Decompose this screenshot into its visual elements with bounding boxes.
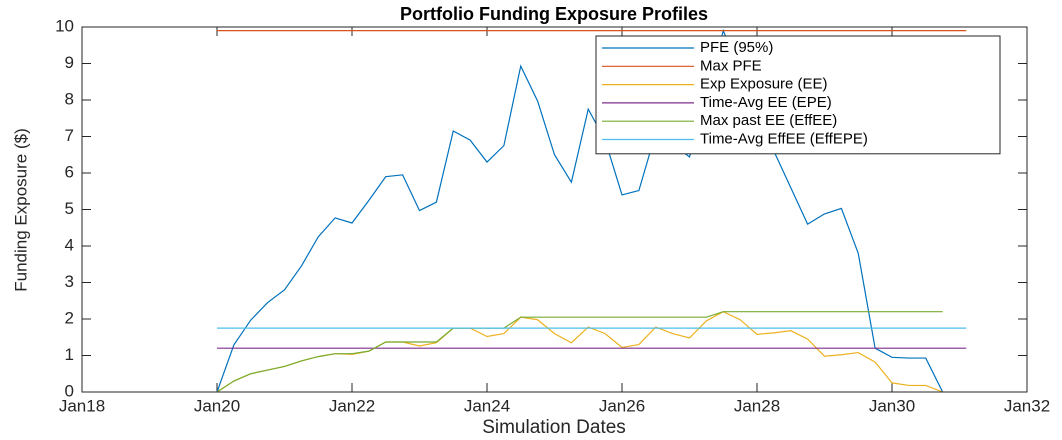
legend-label: Time-Avg EE (EPE) [700, 94, 832, 111]
y-tick-label: 8 [65, 89, 74, 108]
legend-label: PFE (95%) [700, 39, 773, 56]
y-tick-label: 3 [65, 272, 74, 291]
y-tick-label: 9 [65, 53, 74, 72]
y-tick-label: 5 [65, 199, 74, 218]
y-tick-label: 6 [65, 162, 74, 181]
series-line [216, 28, 944, 393]
legend-label: Time-Avg EffEE (EffEPE) [700, 130, 868, 147]
x-tick-label: Jan28 [734, 396, 780, 415]
plot-frame [81, 26, 1028, 393]
y-tick-label: 2 [65, 308, 74, 327]
x-tick-label: Jan20 [194, 396, 240, 415]
chart-title: Portfolio Funding Exposure Profiles [400, 4, 708, 24]
legend-label: Exp Exposure (EE) [700, 76, 828, 93]
legend-label: Max past EE (EffEE) [700, 112, 837, 129]
y-tick-label: 10 [55, 16, 74, 35]
x-tick-label: Jan24 [464, 396, 510, 415]
series-line [216, 311, 943, 393]
y-tick-label: 7 [65, 126, 74, 145]
x-tick-label: Jan30 [869, 396, 915, 415]
y-tick-label: 4 [65, 235, 74, 254]
legend-label: Max PFE [700, 57, 762, 74]
legend-box [595, 35, 1001, 155]
y-axis-label: Funding Exposure ($) [11, 128, 30, 291]
y-tick-label: 0 [65, 381, 74, 400]
x-axis-label: Simulation Dates [482, 417, 626, 438]
y-tick-label: 1 [65, 345, 74, 364]
x-tick-label: Jan18 [59, 396, 105, 415]
x-tick-label: Jan26 [599, 396, 645, 415]
x-tick-label: Jan22 [329, 396, 375, 415]
x-tick-label: Jan32 [1004, 396, 1050, 415]
